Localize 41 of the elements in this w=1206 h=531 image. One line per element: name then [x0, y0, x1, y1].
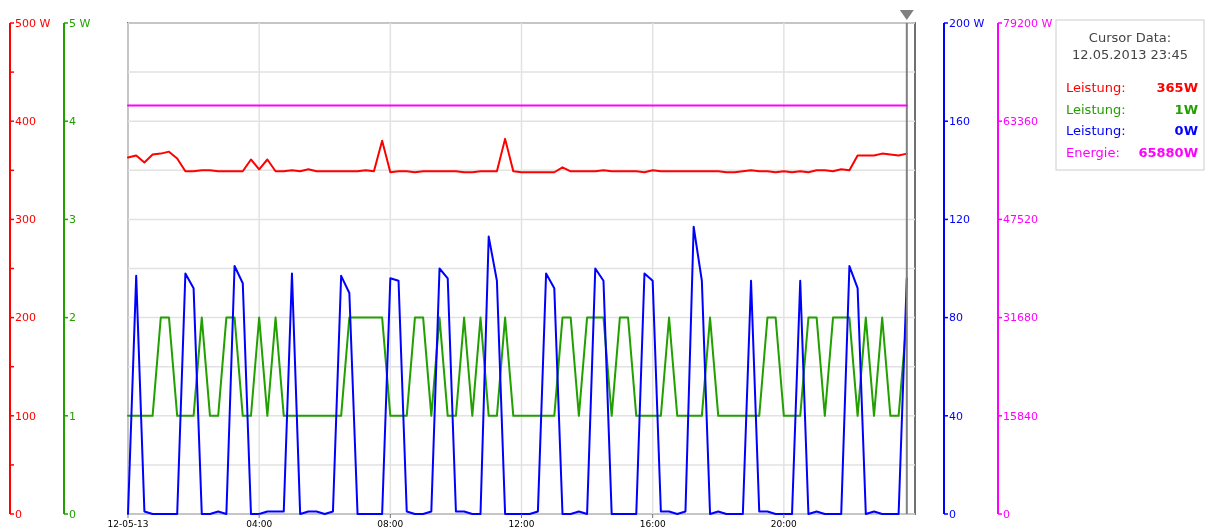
- text: Energie:: [1066, 144, 1120, 160]
- y-tick-label: 15840: [1003, 409, 1038, 423]
- x-tick-label: 12-05-13: [107, 519, 149, 529]
- y2-tick-label: 2: [69, 311, 76, 325]
- x-tick-label: 12:00: [508, 519, 535, 529]
- y2-tick-label: 3: [69, 213, 76, 227]
- x-tick-label: 08:00: [377, 519, 404, 529]
- text: Leistung:: [1066, 80, 1126, 95]
- y2-tick-label: 5 W: [69, 16, 91, 30]
- text: 65880W: [1138, 144, 1198, 160]
- legend-title: Cursor Data: 12.05.2013 23:45: [1071, 30, 1189, 62]
- y-tick-label: 0: [1003, 507, 1010, 521]
- y2-tick-label: 1: [69, 409, 76, 423]
- y-tick-label: 0: [15, 507, 22, 521]
- text: 365W: [1156, 80, 1198, 95]
- y-tick-label: 200: [15, 311, 36, 325]
- y2-tick-label: 4: [69, 115, 76, 129]
- text: 0W: [1174, 123, 1198, 138]
- y-tick-label: 63360: [1003, 115, 1038, 129]
- y3-tick-label: 40: [949, 409, 963, 423]
- text: Leistung:: [1066, 101, 1126, 117]
- y-tick-label: 47520: [1003, 213, 1038, 227]
- text: 1W: [1174, 101, 1198, 117]
- y-tick-label: 100: [15, 409, 36, 423]
- y3-tick-label: 80: [949, 311, 963, 325]
- text: Leistung:: [1066, 123, 1126, 138]
- y3-tick-label: 0: [949, 507, 956, 521]
- line-series: [127, 225, 908, 515]
- y2-tick-label: 0: [69, 507, 76, 521]
- y-tick-label: 500 W: [15, 16, 51, 30]
- y3-tick-label: 200 W: [949, 16, 985, 30]
- x-tick-label: 20:00: [770, 519, 798, 529]
- x-tick-label: 16:00: [639, 519, 666, 529]
- y-tick-label: 79200 W: [1003, 16, 1053, 30]
- y-tick-label: 400: [15, 115, 36, 129]
- y3-tick-label: 160: [949, 115, 970, 129]
- y3-tick-label: 120: [949, 213, 970, 227]
- y-tick-label: 31680: [1003, 311, 1038, 325]
- x-tick-label: 04:00: [246, 519, 273, 529]
- line-series: [127, 137, 908, 174]
- y-tick-label: 300: [15, 213, 36, 227]
